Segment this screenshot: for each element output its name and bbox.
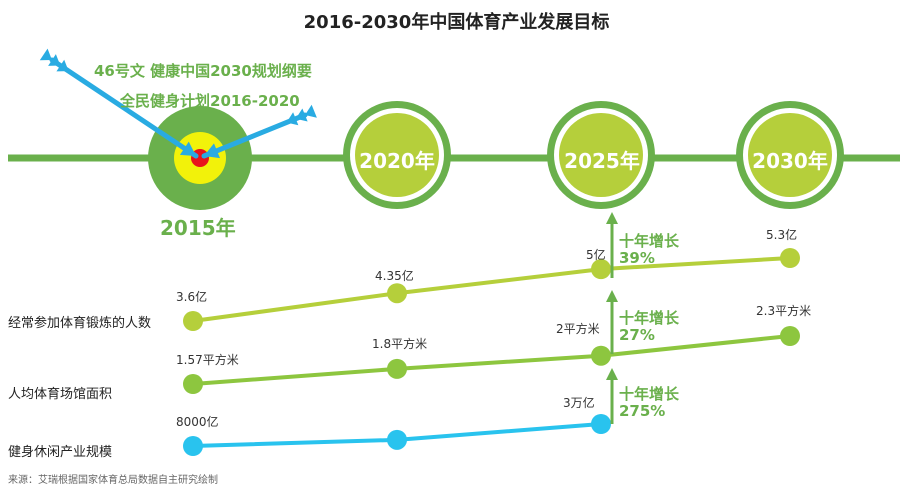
growth-3-label: 十年增长 [619, 385, 680, 403]
row2-point-3 [591, 345, 611, 366]
row3-label: 健身休闲产业规模 [8, 445, 113, 460]
growth-arrow-head-2 [606, 290, 618, 302]
row2-point-2 [387, 358, 407, 379]
row2-value-2020: 1.8平方米 [372, 337, 428, 351]
row2-value-2025: 2平方米 [556, 322, 600, 336]
row2-point-4 [780, 326, 800, 346]
row1-label: 经常参加体育锻炼的人数 [8, 316, 152, 331]
milestone-fill-2 [559, 113, 643, 197]
growth-3-value: 275% [619, 402, 666, 420]
arrow-left-head [179, 141, 196, 156]
growth-arrow-head-3 [606, 368, 618, 380]
row1-point-4 [780, 248, 800, 268]
chart-title: 2016-2030年中国体育产业发展目标 [303, 12, 610, 33]
row1-point-2 [387, 283, 407, 304]
milestone-2030-label: 2030年 [752, 149, 828, 173]
row2-label: 人均体育场馆面积 [8, 387, 113, 402]
row2-value-2015: 1.57平方米 [176, 353, 239, 367]
arrow-left-shaft [49, 57, 199, 159]
growth-arrow-head-1 [606, 212, 618, 224]
row1-series-line [192, 256, 791, 323]
row1-value-2025: 5亿 [586, 248, 606, 262]
source-note: 来源：艾瑞根据国家体育总局数据自主研究绘制 [8, 475, 218, 486]
row1-value-2030: 5.3亿 [766, 228, 798, 242]
policy-annotation-2: 全民健身计划2016-2020 [120, 92, 300, 110]
arrow-right-fletch-3 [286, 112, 299, 126]
arrow-left-fletch-1 [39, 48, 52, 61]
growth-2-value: 27% [619, 326, 655, 344]
row3-value-2015: 8000亿 [176, 415, 219, 429]
growth-1-value: 39% [619, 249, 655, 267]
row1-point-3 [591, 259, 611, 280]
policy-annotation-1: 46号文 健康中国2030规划纲要 [94, 62, 312, 80]
row2-series-line [192, 334, 791, 386]
milestone-fill-3 [748, 113, 832, 197]
growth-1-label: 十年增长 [619, 232, 680, 250]
arrow-right-head [204, 143, 220, 159]
growth-callout-3: 十年增长 275% [619, 386, 679, 420]
growth-callout-1: 十年增长 39% [619, 233, 679, 267]
milestone-2015-label: 2015年 [160, 216, 236, 240]
row1-point-1 [183, 311, 203, 331]
arrow-left-fletch-3 [56, 59, 69, 72]
row2-value-2030: 2.3平方米 [756, 304, 812, 318]
row1-value-2020: 4.35亿 [375, 269, 414, 283]
row2-point-1 [183, 374, 203, 394]
growth-callout-2: 十年增长 27% [619, 310, 679, 344]
row1-value-2015: 3.6亿 [176, 290, 208, 304]
row3-value-2025: 3万亿 [563, 396, 595, 410]
row3-point-1 [183, 436, 203, 456]
milestone-fill-1 [355, 113, 439, 197]
row3-point-2 [387, 429, 407, 450]
row3-point-3 [591, 414, 611, 434]
arrow-right-fletch-2 [295, 108, 308, 122]
growth-2-label: 十年增长 [619, 309, 680, 327]
milestone-2020-label: 2020年 [359, 149, 435, 173]
arrow-left-fletch-2 [48, 54, 61, 66]
milestone-2025-label: 2025年 [564, 149, 640, 173]
arrow-right-fletch-1 [305, 104, 317, 118]
